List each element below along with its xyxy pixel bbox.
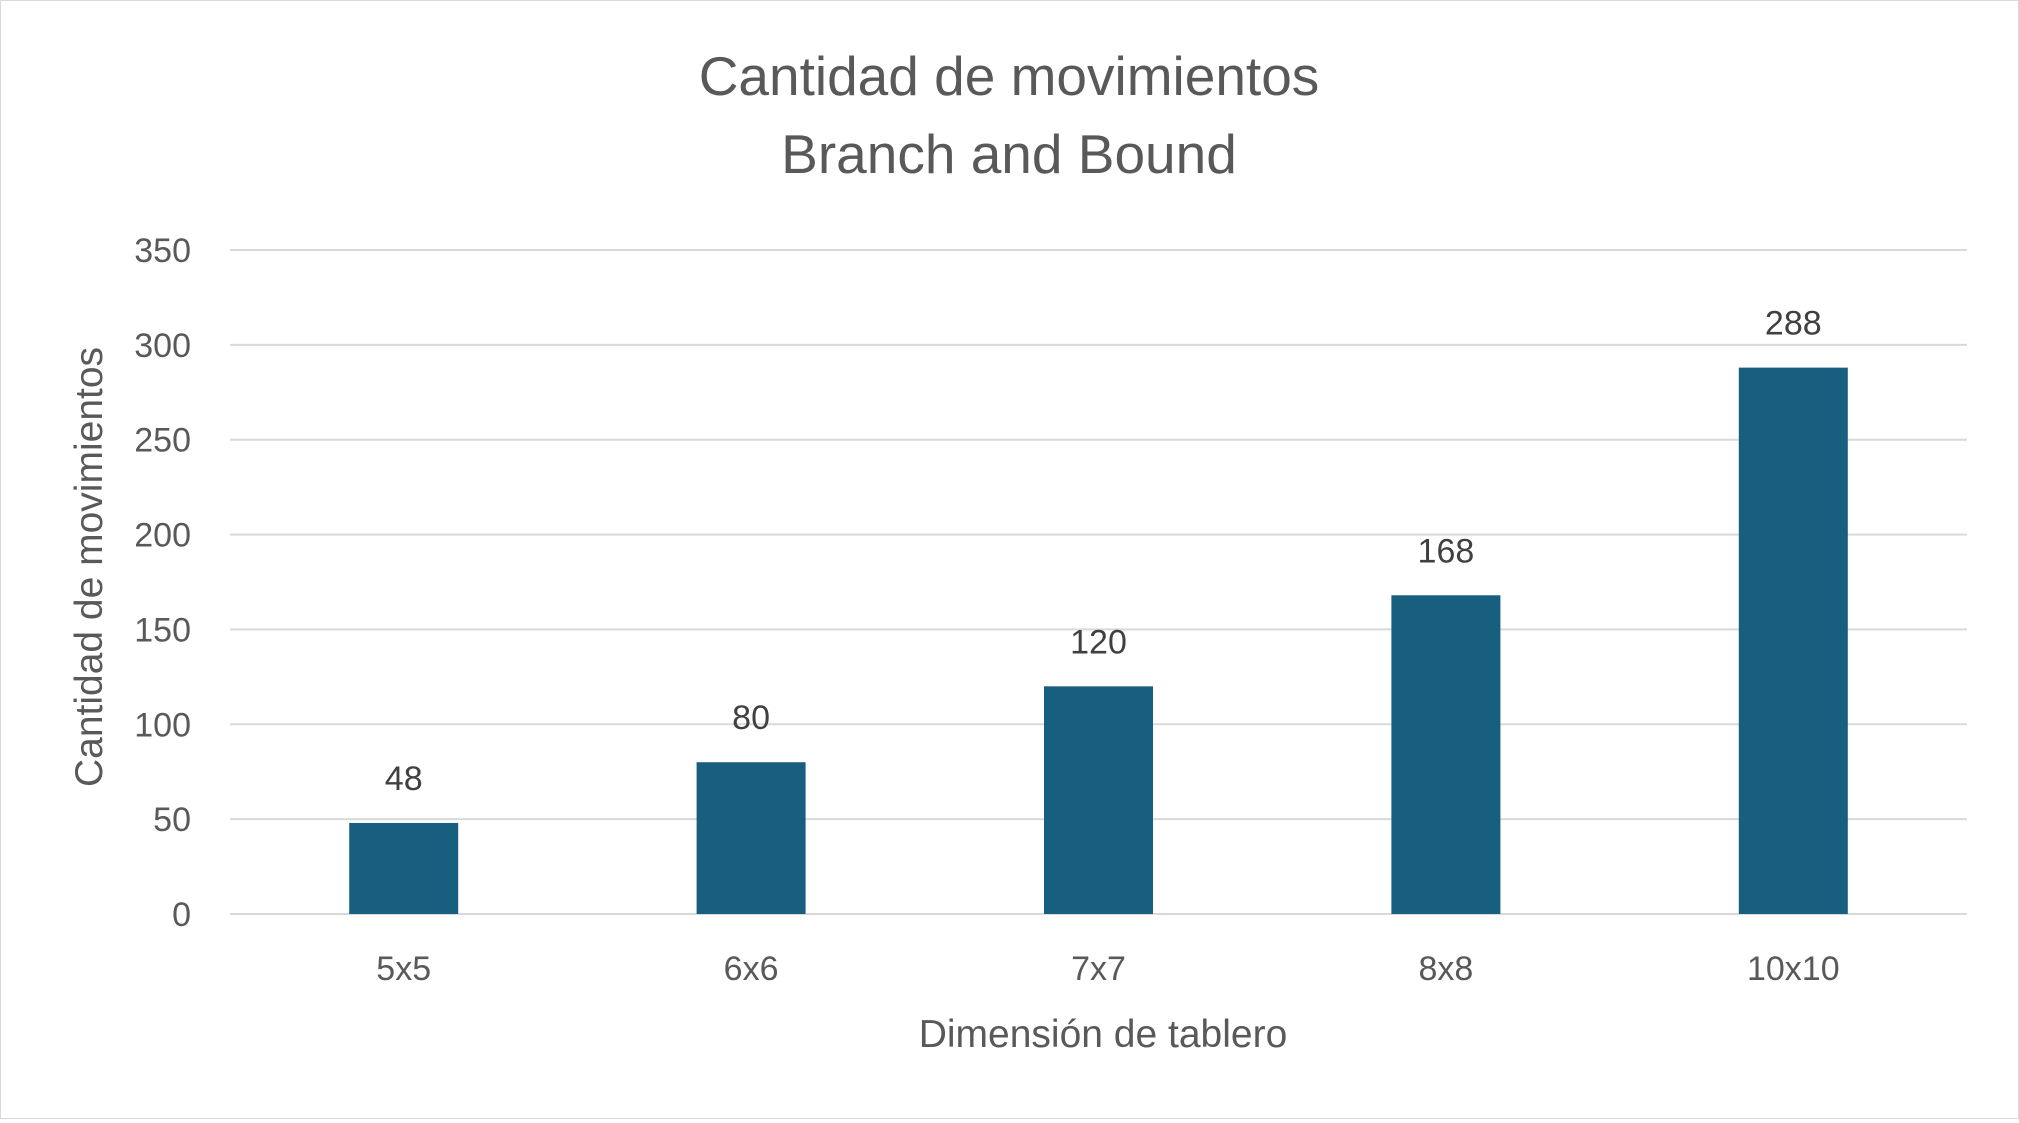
chart-title-line-2: Branch and Bound <box>781 123 1237 185</box>
x-tick-label: 7x7 <box>1071 950 1126 988</box>
data-label: 48 <box>385 760 423 798</box>
chart-title: Cantidad de movimientos Branch and Bound <box>699 45 1320 185</box>
y-axis-title: Cantidad de movimientos <box>68 347 111 787</box>
data-label: 80 <box>732 699 770 737</box>
bar <box>1738 367 1848 914</box>
x-tick-label: 6x6 <box>724 950 779 988</box>
data-label: 288 <box>1765 305 1822 343</box>
x-axis-tick-labels: 5x5 6x6 7x7 8x8 10x10 <box>376 950 1839 988</box>
data-labels: 48 80 120 168 288 <box>385 305 1822 798</box>
y-tick-label: 200 <box>134 517 191 555</box>
y-tick-label: 150 <box>134 611 191 649</box>
x-axis-title: Dimensión de tablero <box>919 1013 1288 1056</box>
y-tick-label: 250 <box>134 422 191 460</box>
y-tick-label: 0 <box>172 896 191 934</box>
bar <box>696 762 806 914</box>
bar <box>349 822 459 914</box>
y-tick-label: 350 <box>134 232 191 270</box>
bar <box>1391 595 1501 914</box>
chart-title-line-1: Cantidad de movimientos <box>699 45 1320 107</box>
data-label: 168 <box>1418 532 1475 570</box>
y-axis-tick-labels: 0 50 100 150 200 250 300 350 <box>134 232 191 934</box>
data-label: 120 <box>1070 623 1127 661</box>
x-tick-label: 5x5 <box>376 950 431 988</box>
x-tick-label: 10x10 <box>1747 950 1840 988</box>
bar <box>1044 686 1153 914</box>
y-tick-label: 300 <box>134 327 191 365</box>
x-tick-label: 8x8 <box>1418 950 1473 988</box>
y-tick-label: 50 <box>153 801 191 839</box>
y-tick-label: 100 <box>134 706 191 744</box>
bars <box>349 367 1848 914</box>
